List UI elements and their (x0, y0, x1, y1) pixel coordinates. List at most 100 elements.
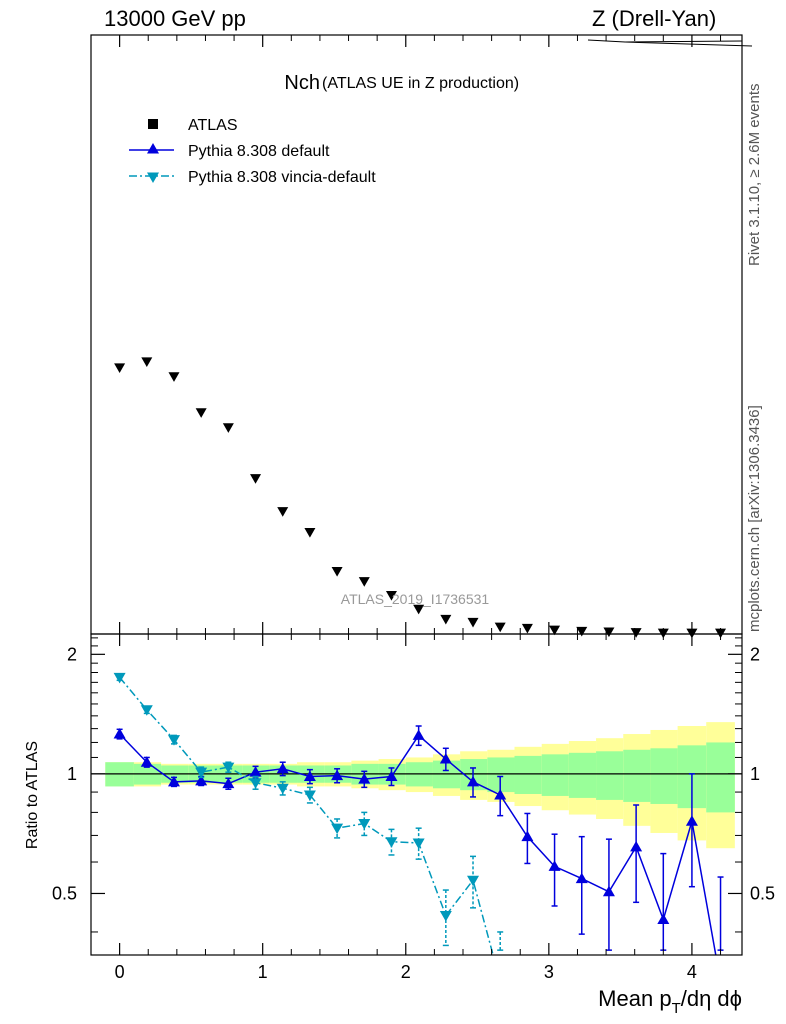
chart-labels: Nch (ATLAS UE in Z production) ATLAS_201… (24, 72, 742, 1017)
vincia-ratio-point (167, 735, 180, 746)
vincia-ratio-point (140, 705, 153, 716)
ratio-series (113, 672, 727, 988)
band-inner-bin (650, 748, 678, 804)
main-data-point (168, 372, 180, 382)
default-ratio-point (140, 756, 153, 767)
x-tick-label: 3 (544, 962, 554, 982)
vincia-ratio-point (439, 911, 452, 922)
main-data-point (521, 623, 533, 634)
x-tick-label: 4 (687, 962, 697, 982)
x-axis-label-rest: /dη dϕ (681, 986, 742, 1011)
default-ratio-point (412, 729, 425, 740)
ratio-ylabel: Ratio to ATLAS (24, 741, 41, 849)
main-data-point (195, 408, 207, 418)
default-ratio-point (385, 770, 398, 782)
vincia-ratio-point (467, 875, 480, 887)
axis-ticks: 0 1 2 3 4 0.5 0.5 1 1 2 2 (52, 35, 775, 982)
vincia-ratio-point (358, 819, 371, 830)
x-tick-label: 2 (401, 962, 411, 982)
default-ratio-point (685, 815, 698, 826)
main-data-point (277, 507, 289, 517)
x-axis-label: Mean pT/dη dϕ (598, 986, 742, 1017)
analysis-label: ATLAS_2019_I1736531 (341, 591, 490, 607)
vincia-ratio-point (113, 672, 126, 684)
band-inner-bin (568, 752, 597, 798)
x-axis-label-subscript: T (672, 1000, 681, 1017)
main-data-point (222, 423, 234, 433)
energy-label: 13000 GeV pp (104, 6, 246, 31)
default-error-bar (688, 773, 695, 888)
default-ratio-point (358, 773, 371, 784)
main-data-point (385, 590, 397, 601)
vincia-ratio-point (385, 837, 398, 848)
default-ratio-point (303, 770, 316, 782)
y-tick-label-left: 1 (67, 764, 77, 784)
ratio-panel: 0 1 2 3 4 0.5 0.5 1 1 2 2 (52, 35, 775, 988)
default-ratio-point (195, 774, 208, 786)
legend-entry-vincia: Pythia 8.308 vincia-default (188, 169, 376, 186)
default-ratio-point (715, 976, 727, 987)
main-data-point (331, 566, 343, 577)
y-tick-label-left: 2 (67, 644, 77, 664)
main-data-point (549, 625, 561, 636)
default-error-bar (633, 804, 640, 904)
default-ratio-point (494, 788, 507, 800)
process-label-connector (587, 39, 743, 43)
vincia-ratio-line (119, 676, 494, 955)
uncertainty-bands (105, 722, 735, 849)
band-inner-bin (623, 749, 651, 802)
default-ratio-point (331, 769, 344, 781)
process-label: Z (Drell-Yan) (592, 6, 717, 31)
default-ratio-point (521, 830, 534, 842)
vincia-error-bar (334, 818, 341, 839)
band-inner-bin (596, 751, 624, 800)
x-tick-label: 0 (115, 962, 125, 982)
y-tick-label-right: 2 (750, 644, 760, 664)
main-data-point (603, 627, 615, 638)
process-label-connector-tail (624, 41, 753, 47)
default-error-bar (717, 876, 724, 951)
main-data-point (440, 614, 452, 625)
default-error-bar (578, 835, 585, 935)
main-data-point (413, 604, 425, 615)
legend-entry-default: Pythia 8.308 default (188, 143, 330, 160)
default-ratio-point (113, 728, 126, 739)
band-inner-bin (706, 742, 735, 813)
vincia-ratio-point (494, 977, 506, 988)
legend-marker-vincia (147, 172, 159, 183)
main-data-point (141, 357, 153, 367)
y-tick-label-left: 0.5 (52, 883, 77, 903)
default-ratio-point (602, 885, 615, 897)
x-axis-label-main: Mean p (598, 986, 671, 1011)
default-ratio-point (222, 777, 235, 789)
y-tick-label-right: 0.5 (750, 883, 775, 903)
main-data-point (358, 577, 370, 587)
ratio-frame (90, 633, 743, 956)
vincia-ratio-point (249, 778, 262, 789)
default-ratio-point (575, 872, 588, 884)
default-ratio-point (439, 753, 452, 764)
legend-entry-atlas: ATLAS (188, 117, 238, 134)
default-ratio-point (276, 762, 289, 774)
band-inner-bin (541, 754, 569, 796)
vincia-ratio-point (331, 823, 344, 835)
default-ratio-point (630, 840, 643, 852)
main-data-point (304, 528, 316, 538)
vincia-error-bar (497, 931, 504, 951)
default-error-bar (660, 852, 667, 951)
legend-marker-atlas (148, 119, 158, 129)
y-tick-label-right: 1 (750, 764, 760, 784)
default-ratio-point (167, 775, 180, 787)
main-data-point (576, 626, 588, 637)
default-ratio-point (249, 766, 262, 777)
main-data-point (114, 363, 126, 373)
main-data-point (467, 617, 479, 628)
main-data-point (630, 628, 642, 638)
vincia-ratio-point (195, 767, 208, 779)
legend-marker-default (147, 143, 159, 154)
main-subtitle: (ATLAS UE in Z production) (322, 75, 519, 92)
default-ratio-point (657, 913, 670, 924)
main-data-point (250, 474, 262, 484)
main-title: Nch (284, 72, 320, 94)
